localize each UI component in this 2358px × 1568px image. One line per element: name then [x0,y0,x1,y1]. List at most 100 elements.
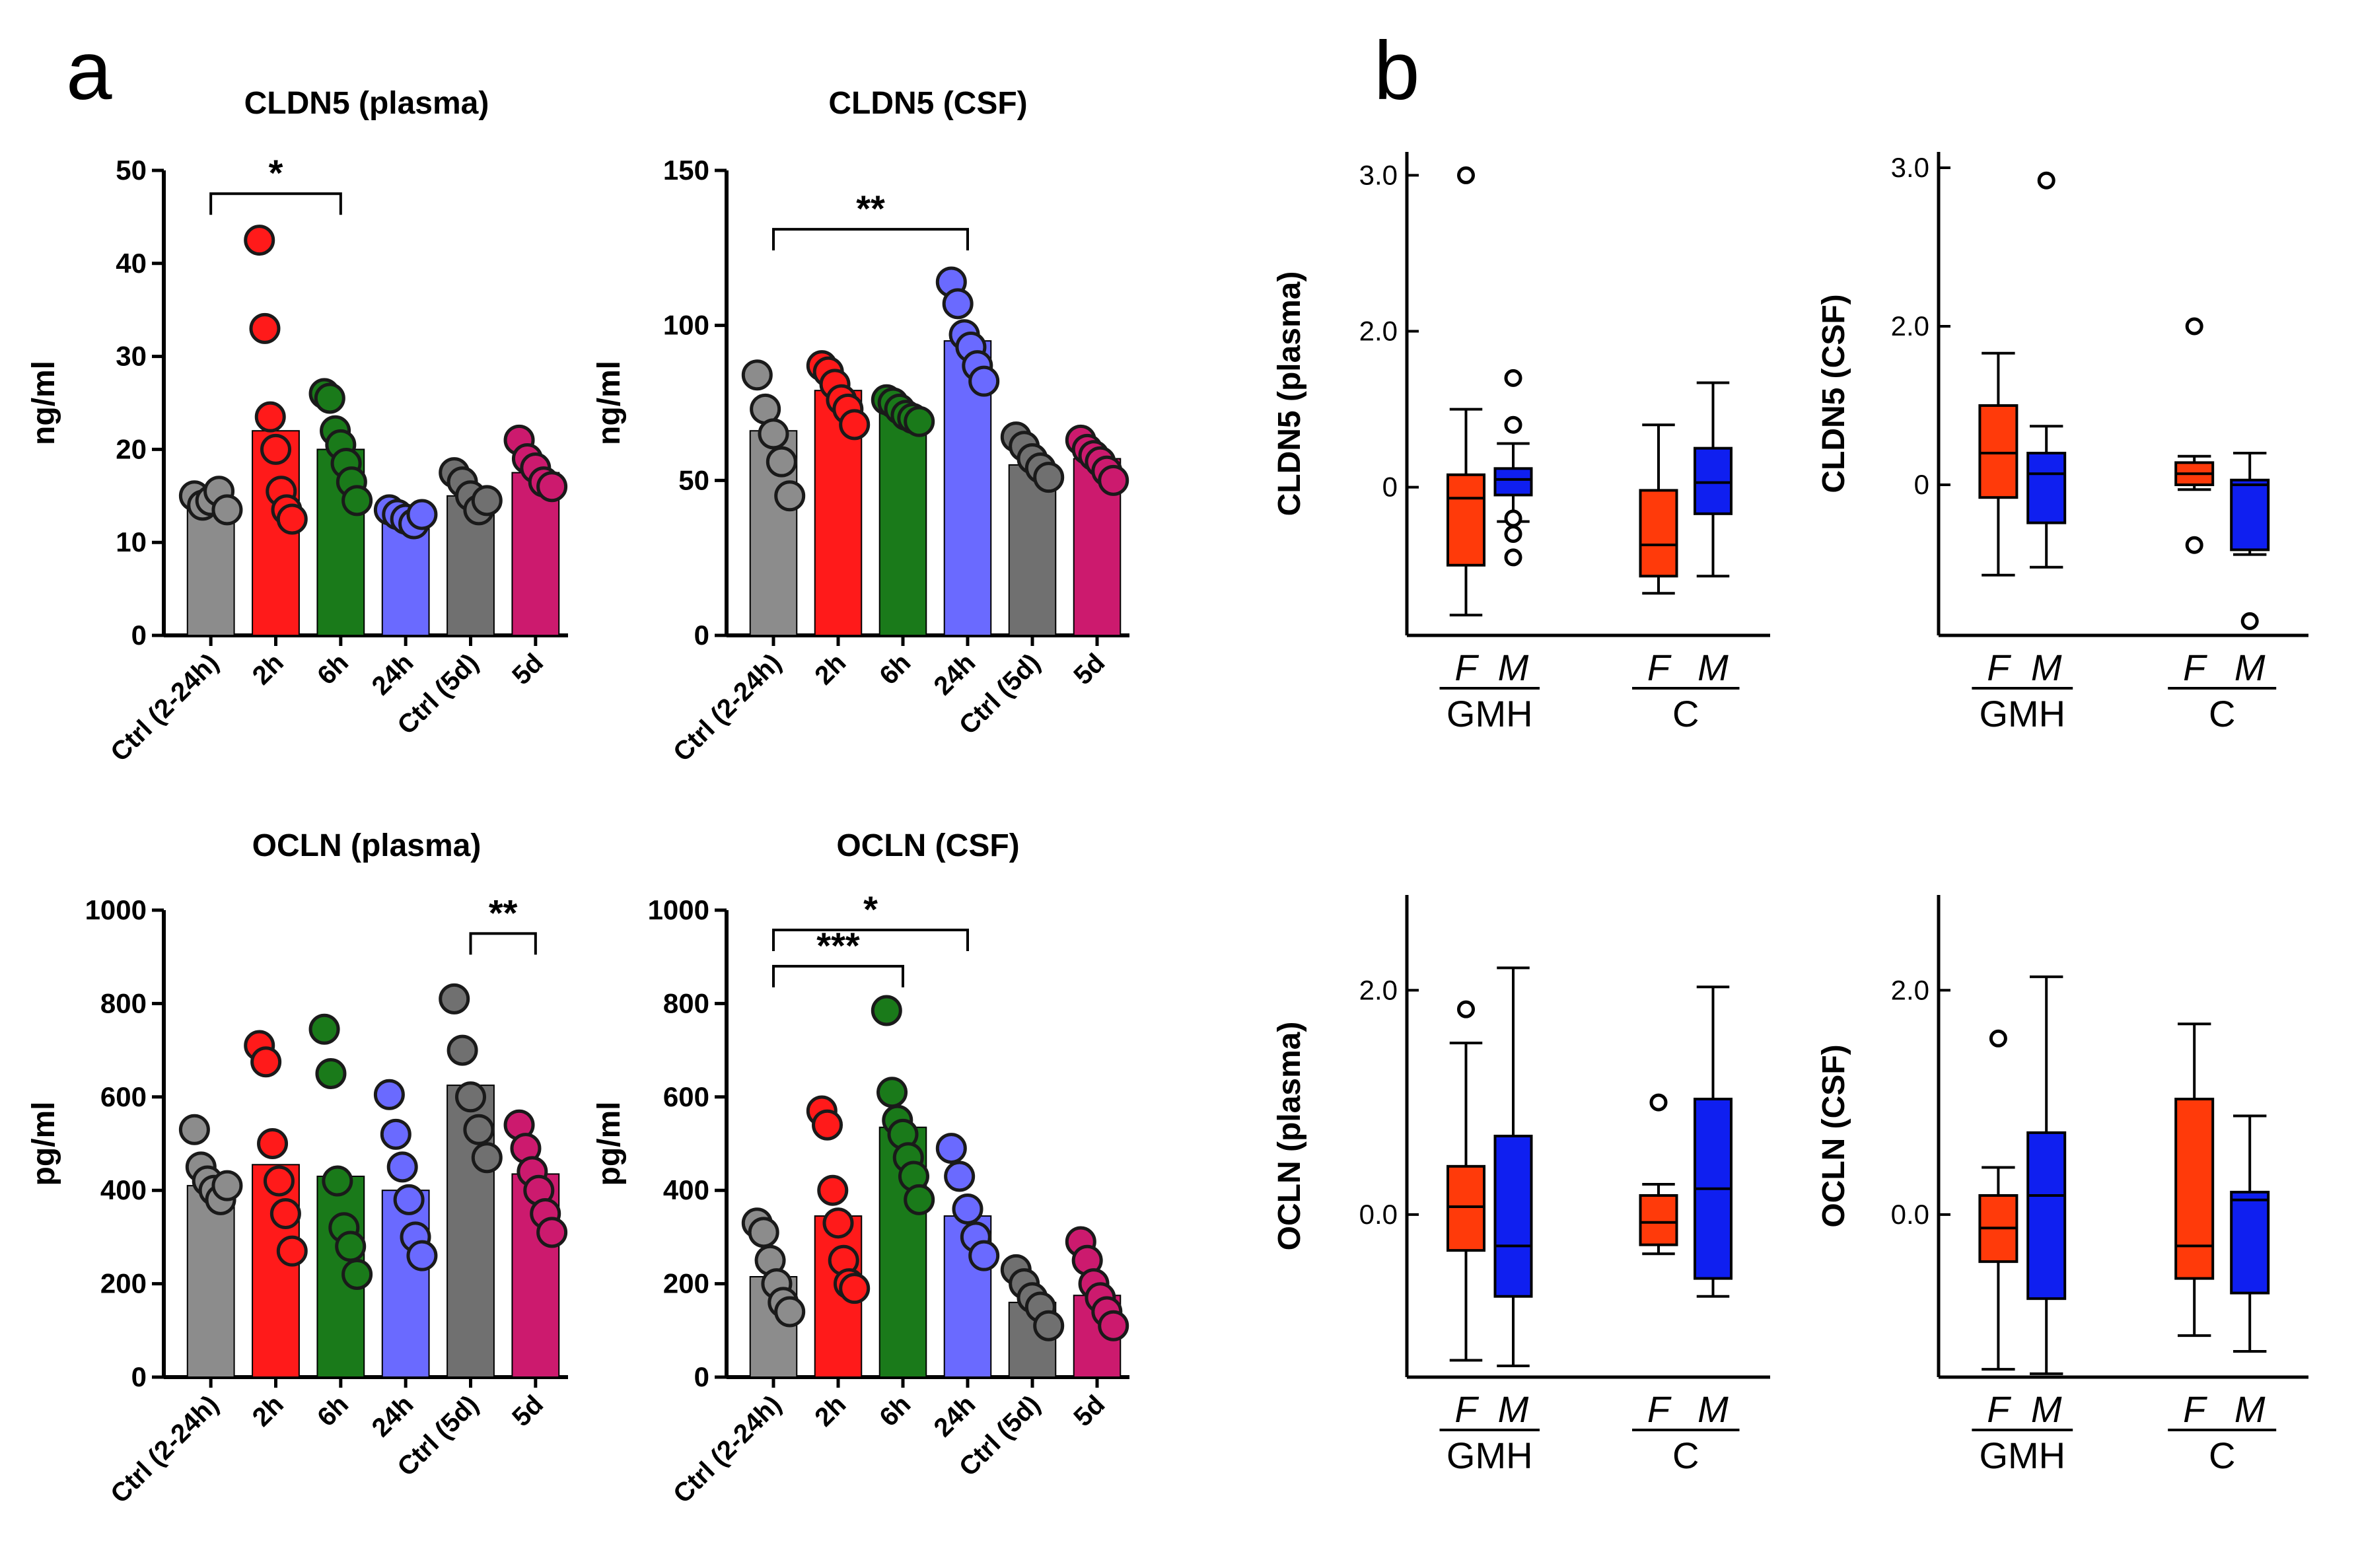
data-point [308,1013,340,1045]
data-point [393,1184,425,1215]
category-label: 5d [1068,648,1110,690]
data-point [380,1118,411,1150]
category-label: 24h [929,648,982,701]
box-0 [1447,473,1485,567]
data-point [812,1109,843,1141]
sex-label: M [1697,647,1729,688]
y-tick-label: 2.0 [1359,316,1398,347]
chart-title: CLDN5 (CSF) [828,86,1027,121]
data-point [1033,462,1065,493]
data-point [952,1193,983,1225]
panel-letter-b: b [1374,25,1420,117]
y-axis-label: ng/ml [26,361,61,445]
data-point [748,1217,779,1248]
significance-label: *** [816,925,860,966]
data-point [774,480,806,512]
sex-label: M [2031,1388,2062,1430]
data-point [178,1114,210,1145]
category-label: 2h [809,1390,851,1432]
y-tick-label: 800 [100,987,147,1018]
data-point [250,1046,282,1078]
significance-bracket [772,929,969,951]
data-point [817,1174,849,1206]
data-point [839,409,871,441]
data-point [269,1198,301,1230]
data-point [944,1160,976,1192]
y-tick-label: 0 [1914,469,1929,500]
y-axis-label: pg/ml [592,1102,627,1186]
y-tick-label: 400 [100,1174,147,1205]
y-tick-label: 3.0 [1359,159,1398,190]
significance-bracket [209,192,342,215]
data-point [471,485,503,517]
data-point [335,1230,367,1262]
data-point [249,312,281,344]
data-point [766,446,797,478]
y-tick-label: 1000 [85,894,147,925]
significance-bracket [772,964,904,987]
data-point [942,288,974,320]
y-tick-label: 3.0 [1891,152,1929,183]
category-label: 2h [247,648,289,690]
data-point [463,1114,495,1145]
group-label: C [1672,1435,1699,1476]
bar-4 [1008,464,1057,636]
data-point [536,471,568,503]
outlier-point [1504,509,1522,528]
category-label: 6h [874,1390,916,1432]
box-0 [1978,404,2019,499]
data-point [254,401,286,433]
category-label: 2h [247,1390,289,1432]
data-point [314,382,345,414]
box-1 [1493,467,1533,497]
outlier-point [1649,1093,1668,1112]
data-point [257,1128,289,1159]
data-point [276,1235,308,1267]
box-3 [2230,478,2270,552]
data-point [322,1165,353,1197]
data-point [373,1079,405,1110]
y-tick-label: 1000 [648,894,709,925]
category-label: 5d [507,648,549,690]
y-tick-label: 0 [694,1361,709,1392]
category-label: 5d [507,1390,549,1432]
box-1 [2026,452,2067,524]
category-label: 24h [367,648,419,701]
y-tick-label: 200 [100,1268,147,1299]
y-tick-label: 50 [116,155,147,186]
outlier-point [2185,317,2203,336]
category-label: 6h [312,1390,354,1432]
data-point [276,503,308,535]
category-label: Ctrl (2-24h) [105,648,224,767]
box-3 [2230,1190,2270,1295]
category-label: 6h [312,648,354,690]
significance-bracket [772,228,969,251]
significance-label: * [269,152,283,194]
y-axis-label: CLDN5 (plasma) [1272,271,1307,517]
y-tick-label: 600 [663,1081,709,1112]
data-point [1098,464,1129,496]
chart-title: OCLN (CSF) [836,828,1019,863]
sex-label: M [2031,647,2062,688]
y-tick-label: 20 [116,433,147,464]
bar-3 [381,1190,430,1378]
bar-chart-1: CLDN5 (CSF) ng/ml 0 50 100 150 Ctrl (2-24h) 2h 6… [592,86,1129,767]
y-tick-label: 40 [116,248,147,279]
data-point [406,499,438,530]
group-label: GMH [1447,1435,1533,1476]
group-label: C [2209,1435,2235,1476]
significance-label: ** [856,188,885,229]
bar-chart-0: CLDN5 (plasma) ng/ml 0 10 20 30 40 50 Ctrl (2-24… [26,86,568,767]
y-tick-label: 50 [678,464,709,495]
data-point [315,1057,347,1089]
box-2 [2174,1097,2215,1280]
group-label: C [2209,693,2235,734]
y-tick-label: 10 [116,526,147,557]
y-tick-label: 150 [663,155,709,186]
data-point [211,494,243,526]
y-tick-label: 0.0 [1359,1199,1398,1230]
data-point [1098,1310,1129,1341]
